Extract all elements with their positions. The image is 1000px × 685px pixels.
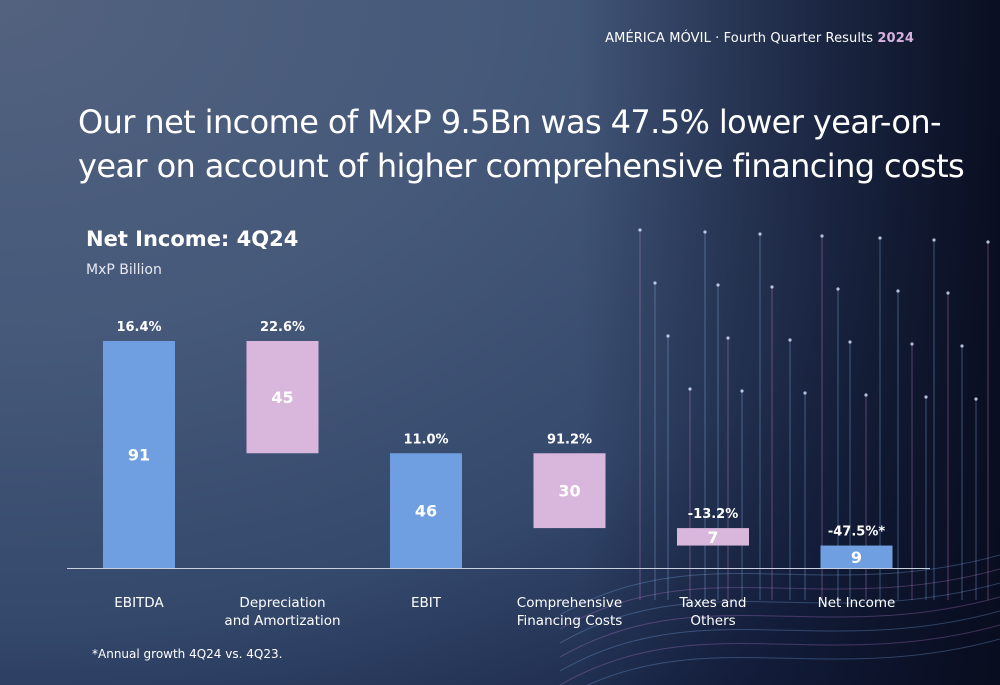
bar-value-label: 9: [851, 548, 862, 567]
bar-0: [103, 341, 175, 568]
growth-label: 16.4%: [116, 320, 161, 335]
bar-1: [246, 341, 319, 454]
footnote: *Annual growth 4Q24 vs. 4Q23.: [92, 647, 283, 661]
bar-4: [677, 528, 749, 546]
page-headline: Our net income of MxP 9.5Bn was 47.5% lo…: [78, 103, 965, 185]
growth-label: 91.2%: [547, 432, 592, 447]
bar-value-label: 7: [707, 528, 718, 547]
bar-value-label: 46: [415, 502, 437, 521]
category-label: EBITDA: [114, 595, 164, 611]
category-label: Net Income: [818, 595, 896, 611]
bar-3: [533, 453, 606, 529]
category-label: Taxes and Others: [679, 595, 747, 629]
chart-title: Net Income: 4Q24: [86, 227, 299, 251]
background-glow: [580, 0, 1000, 685]
report-year: 2024: [877, 31, 914, 46]
growth-label: 22.6%: [260, 320, 305, 335]
bar-value-label: 91: [128, 446, 150, 465]
report-header: AMÉRICA MÓVIL · Fourth Quarter Results 2…: [605, 31, 914, 46]
category-label: Depreciation and Amortization: [224, 595, 340, 629]
category-label: Comprehensive Financing Costs: [517, 595, 623, 629]
growth-label: -13.2%: [688, 507, 739, 522]
category-label: EBIT: [411, 595, 442, 611]
bar-2: [390, 453, 462, 568]
growth-label: -47.5%*: [828, 525, 885, 540]
bar-value-label: 45: [271, 388, 293, 407]
chart-subtitle: MxP Billion: [86, 262, 162, 278]
bar-value-label: 30: [558, 482, 580, 501]
company-report-label: AMÉRICA MÓVIL · Fourth Quarter Results: [605, 31, 874, 46]
bar-5: [820, 545, 893, 568]
growth-label: 11.0%: [403, 432, 448, 447]
